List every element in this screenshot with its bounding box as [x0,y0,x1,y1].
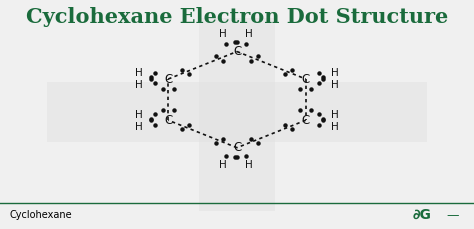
Text: H: H [135,68,143,78]
Text: Cyclohexane Electron Dot Structure: Cyclohexane Electron Dot Structure [26,7,448,27]
Text: H: H [245,29,253,39]
Text: C: C [164,73,173,85]
Text: H: H [219,29,227,39]
Text: H: H [331,109,339,120]
Text: —: — [447,209,459,222]
Text: H: H [135,122,143,132]
Text: C: C [301,73,310,85]
Text: C: C [164,114,173,127]
Bar [47,82,427,142]
Text: C: C [233,45,241,58]
Text: H: H [331,80,339,90]
Bar [199,18,275,211]
Text: ∂G: ∂G [412,208,431,222]
Text: H: H [135,109,143,120]
Text: Cyclohexane: Cyclohexane [9,210,72,220]
Text: C: C [301,114,310,127]
Text: H: H [245,160,253,170]
Text: H: H [135,80,143,90]
Text: H: H [331,122,339,132]
Text: C: C [233,141,241,154]
Text: H: H [331,68,339,78]
Text: H: H [219,160,227,170]
